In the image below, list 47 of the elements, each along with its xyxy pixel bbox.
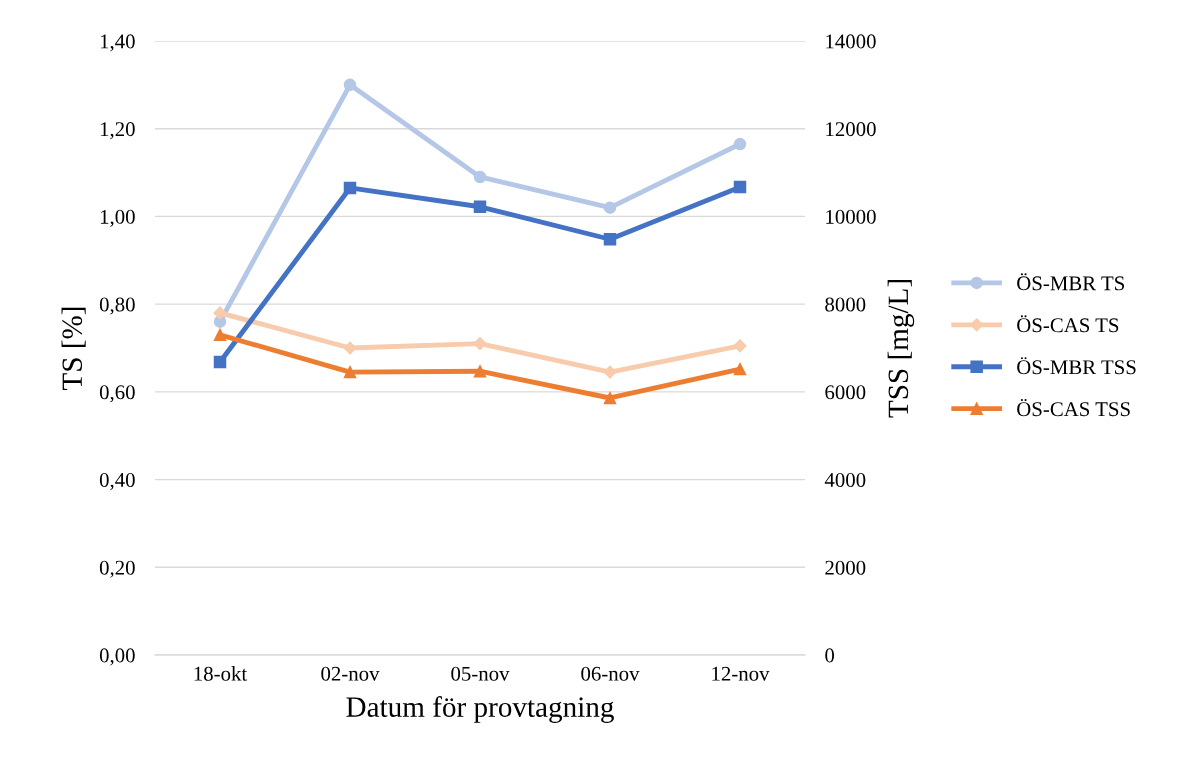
y-tick-label: 0,60 [99, 385, 135, 403]
point [473, 337, 487, 351]
y2-tick-label: 4000 [824, 472, 866, 487]
point [603, 365, 617, 379]
point [213, 306, 227, 320]
y2-tick-label: 10000 [826, 209, 876, 224]
x-axis-title: Datum för provtagning [346, 696, 614, 723]
y-tick-label: 0,20 [99, 560, 135, 578]
point [473, 364, 487, 378]
point [603, 391, 617, 405]
legend-label: ÖS-CAS TS [1017, 315, 1119, 333]
point [473, 200, 487, 214]
y2-tick-label: 12000 [826, 122, 876, 137]
point [733, 362, 747, 376]
point [733, 137, 747, 151]
y2-tick-label: 2000 [825, 560, 866, 575]
x-tick-label: 06-nov [581, 666, 640, 681]
y2-tick-label: 8000 [825, 297, 866, 312]
y-tick-label: 0,80 [99, 297, 135, 315]
y-tick-label: 1,00 [100, 209, 135, 227]
point [473, 170, 487, 184]
y-axis-title: TS [%] [61, 307, 86, 390]
y2-tick-label: 0 [825, 648, 835, 663]
x-tick-label: 02-nov [321, 666, 380, 681]
x-tick-label: 05-nov [451, 666, 510, 681]
point [733, 339, 747, 353]
legend-label: ÖS-MBR TS [1017, 273, 1124, 291]
point [213, 355, 227, 369]
point [213, 328, 227, 342]
point [603, 201, 617, 214]
point [343, 78, 357, 92]
y-tick-label: 1,40 [100, 34, 135, 52]
point [343, 341, 357, 355]
y2-axis-title: TSS [mg/L] [887, 280, 915, 418]
legend-label: ÖS-CAS TSS [1017, 399, 1130, 417]
y-tick-label: 0,00 [99, 648, 135, 666]
y-tick-label: 1,20 [100, 122, 135, 140]
point [343, 365, 357, 379]
y2-tick-label: 6000 [825, 385, 866, 400]
y-tick-label: 0,40 [99, 472, 135, 490]
x-tick-label: 18-okt [194, 666, 248, 681]
point [733, 180, 747, 194]
point [343, 181, 357, 195]
point [603, 232, 617, 246]
legend-label: ÖS-MBR TSS [1017, 357, 1136, 375]
x-tick-label: 12-nov [712, 666, 770, 681]
y2-tick-label: 14000 [826, 34, 876, 49]
